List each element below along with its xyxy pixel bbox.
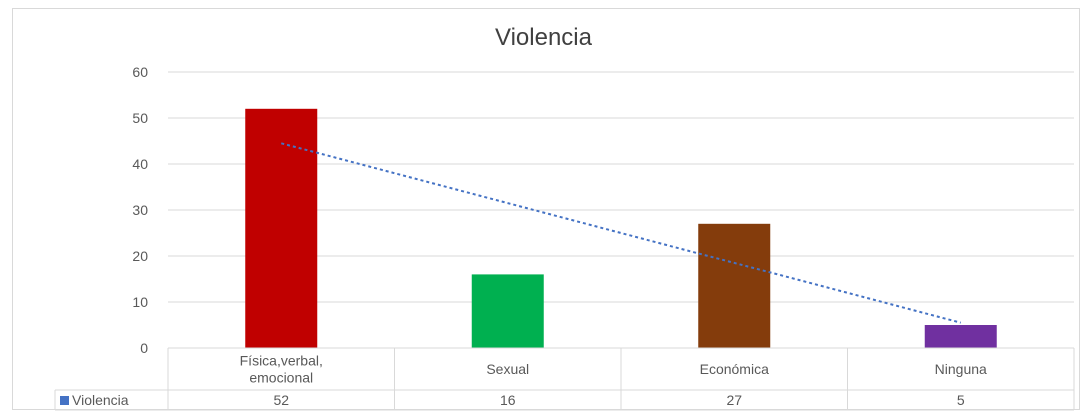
bar <box>924 325 997 348</box>
data-label: 27 <box>726 392 742 408</box>
y-axis-ticks: 0 10 20 30 40 50 60 <box>132 64 148 356</box>
gridlines <box>168 71 1074 303</box>
bar <box>471 274 544 348</box>
y-tick-label: 40 <box>132 156 148 172</box>
y-tick-label: 50 <box>132 110 148 126</box>
bars <box>245 108 997 348</box>
legend-label: Violencia <box>72 392 129 408</box>
y-tick-label: 20 <box>132 248 148 264</box>
y-tick-label: 60 <box>132 64 148 80</box>
trendline <box>280 142 962 324</box>
bar <box>698 223 771 348</box>
bar <box>245 108 318 348</box>
data-table: Física,verbal, emocional Sexual Económica Ni… <box>54 347 1075 411</box>
category-label: Sexual <box>486 361 529 377</box>
y-tick-label: 10 <box>132 294 148 310</box>
data-label: 52 <box>273 392 289 408</box>
data-label: 16 <box>500 392 516 408</box>
trendline-group <box>280 142 962 324</box>
category-label: Ninguna <box>935 361 987 377</box>
category-label: Física,verbal, emocional <box>240 353 323 386</box>
category-label: Económica <box>700 361 769 377</box>
data-label: 5 <box>957 392 965 408</box>
legend-swatch <box>60 396 69 405</box>
chart-title: Violencia <box>495 24 592 51</box>
y-tick-label: 30 <box>132 202 148 218</box>
y-tick-label: 0 <box>140 340 148 356</box>
